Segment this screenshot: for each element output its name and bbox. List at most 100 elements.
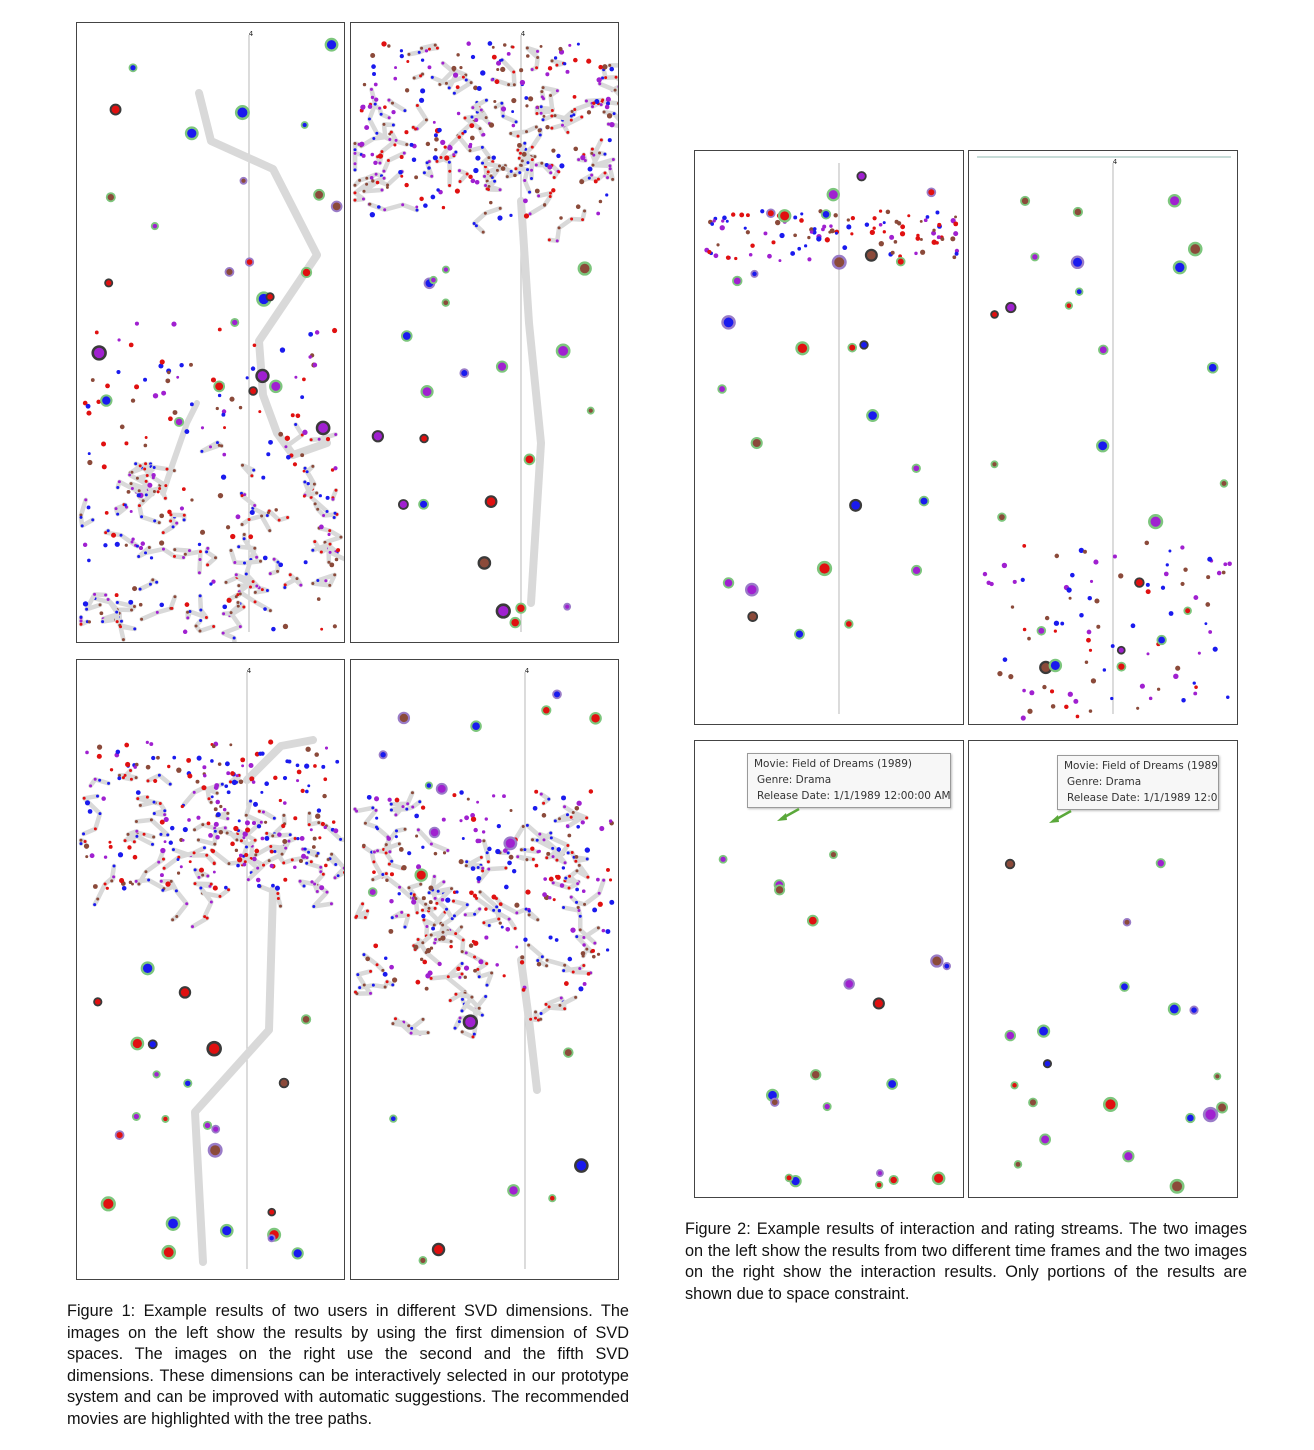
small-node — [525, 130, 529, 134]
small-node — [712, 219, 716, 223]
small-node — [152, 465, 156, 469]
small-node — [103, 543, 108, 548]
small-node — [246, 878, 250, 882]
small-node — [997, 670, 1003, 677]
tree-path — [457, 168, 470, 184]
small-node — [226, 790, 231, 795]
small-node — [571, 970, 575, 974]
small-node — [251, 580, 255, 584]
small-node — [596, 926, 600, 930]
small-node — [238, 592, 242, 596]
small-node — [457, 169, 461, 173]
small-node — [295, 577, 299, 581]
small-node — [324, 579, 328, 583]
small-node — [319, 550, 323, 554]
small-node — [582, 943, 586, 947]
small-node — [551, 881, 555, 885]
movie-node — [507, 1184, 520, 1197]
small-node — [236, 593, 240, 597]
small-node — [484, 98, 488, 102]
small-node — [212, 885, 218, 891]
tree-path — [430, 74, 474, 96]
small-node — [1027, 636, 1031, 641]
small-node — [603, 171, 607, 175]
small-node — [532, 805, 538, 811]
small-node — [468, 943, 474, 948]
small-node — [155, 610, 159, 614]
small-node — [394, 138, 398, 142]
small-node — [205, 550, 209, 554]
small-node — [605, 96, 611, 102]
small-node — [593, 941, 597, 945]
small-node — [249, 509, 255, 516]
small-node — [500, 166, 506, 171]
small-node — [374, 808, 378, 812]
small-node — [353, 990, 357, 994]
small-node — [473, 167, 479, 174]
small-node — [519, 79, 526, 86]
movie-node — [207, 1142, 223, 1158]
movie-node — [1167, 1002, 1181, 1016]
small-node — [93, 903, 97, 907]
small-node — [103, 882, 107, 886]
small-node — [314, 330, 320, 335]
tree-path — [513, 166, 532, 195]
movie-node — [1070, 255, 1085, 270]
small-node — [491, 54, 497, 60]
small-node — [472, 221, 476, 225]
small-node — [936, 235, 941, 240]
small-node — [299, 836, 305, 841]
small-node — [461, 131, 465, 135]
small-node — [543, 877, 548, 881]
small-node — [1144, 540, 1150, 546]
figure2-caption: Figure 2: Example results of interaction… — [685, 1220, 1247, 1303]
small-node — [539, 105, 543, 109]
small-node — [215, 812, 221, 818]
movie-node — [1074, 287, 1084, 296]
movie-node — [267, 1234, 276, 1243]
small-node — [459, 925, 463, 929]
small-node — [1139, 683, 1145, 689]
small-node — [159, 832, 163, 836]
small-node — [487, 923, 491, 927]
small-node — [287, 839, 291, 843]
figure1-panel-top-left: 4 — [76, 22, 345, 643]
small-node — [498, 902, 503, 906]
movie-node — [574, 1158, 589, 1173]
small-node — [319, 870, 323, 874]
small-node — [149, 742, 154, 747]
small-node — [387, 98, 391, 102]
small-node — [172, 469, 176, 473]
small-node — [614, 75, 618, 79]
small-node — [427, 47, 431, 51]
small-node — [538, 133, 542, 137]
small-node — [563, 805, 567, 809]
small-node — [235, 838, 239, 842]
small-node — [119, 619, 123, 623]
small-node — [498, 921, 502, 925]
small-node — [605, 193, 609, 197]
small-node — [572, 94, 577, 99]
small-node — [198, 629, 202, 633]
small-node — [238, 625, 242, 629]
small-node — [316, 808, 322, 813]
small-node — [829, 224, 833, 228]
small-node — [159, 873, 164, 878]
small-node — [105, 886, 109, 890]
small-node — [605, 929, 611, 934]
small-node — [284, 445, 288, 449]
small-node — [466, 41, 471, 46]
movie-node — [589, 711, 602, 725]
small-node — [284, 846, 288, 850]
small-node — [315, 854, 319, 858]
movie-node — [93, 997, 103, 1007]
small-node — [460, 950, 464, 954]
small-node — [573, 108, 577, 112]
small-node — [391, 101, 395, 105]
small-node — [243, 860, 247, 864]
small-node — [163, 809, 167, 813]
small-node — [548, 194, 552, 198]
small-node — [301, 853, 307, 859]
small-node — [213, 807, 218, 812]
small-node — [283, 877, 288, 882]
